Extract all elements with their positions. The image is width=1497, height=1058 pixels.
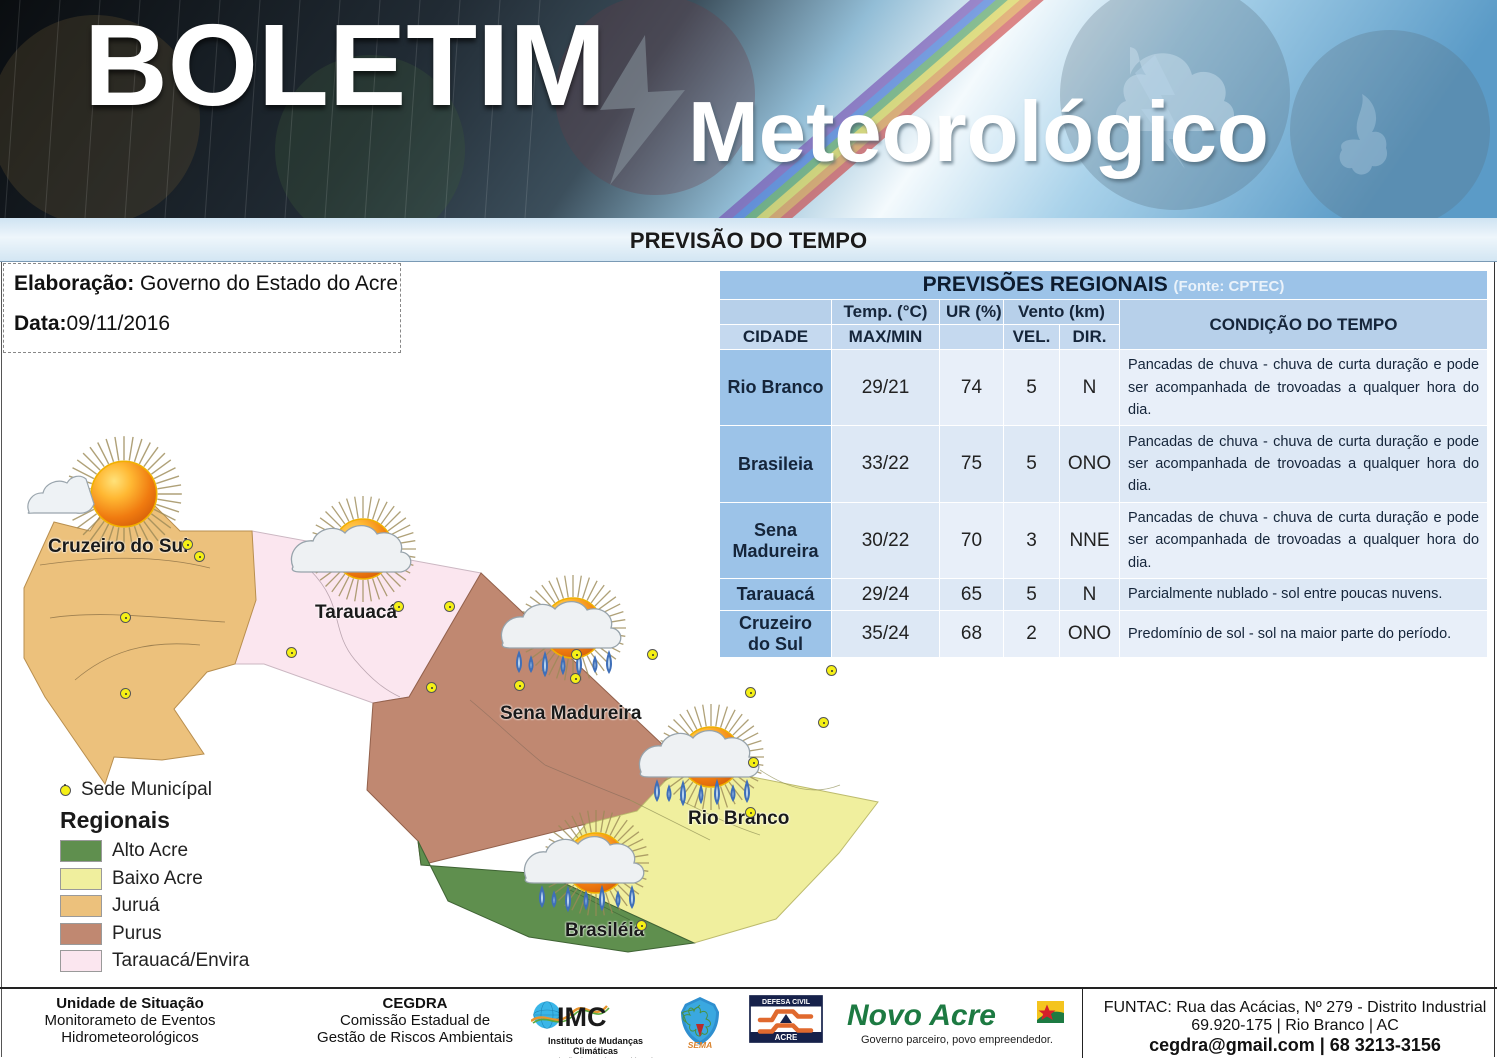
svg-text:IMC: IMC <box>557 1002 607 1031</box>
svg-text:DEFESA CIVIL: DEFESA CIVIL <box>762 999 811 1006</box>
svg-text:Novo Acre: Novo Acre <box>847 1000 996 1032</box>
svg-text:ACRE: ACRE <box>775 1033 798 1042</box>
svg-text:SEMA: SEMA <box>688 1040 713 1049</box>
